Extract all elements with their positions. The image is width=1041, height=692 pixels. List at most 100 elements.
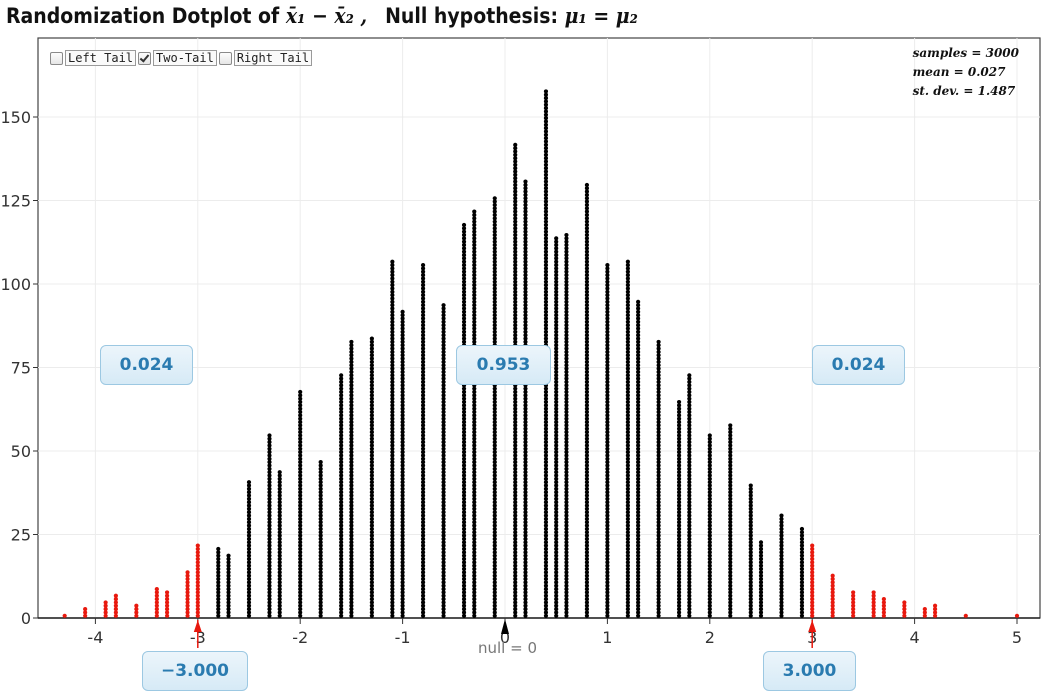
- left-tail-option[interactable]: Left Tail: [50, 50, 137, 66]
- dot: [687, 613, 692, 618]
- dot: [461, 419, 467, 425]
- dot: [369, 403, 374, 408]
- dot: [513, 399, 518, 405]
- two-tail-checkbox[interactable]: [138, 51, 152, 65]
- dot: [513, 329, 518, 334]
- dot: [605, 389, 610, 395]
- dot: [349, 486, 354, 491]
- dot: [584, 503, 590, 508]
- dot: [154, 603, 159, 608]
- dot: [461, 423, 467, 428]
- dot: [339, 373, 344, 378]
- dot: [676, 570, 682, 575]
- dot: [932, 603, 938, 608]
- dot: [472, 222, 477, 228]
- dot: [830, 593, 835, 598]
- dot: [830, 607, 835, 612]
- dot: [513, 289, 518, 294]
- dot: [636, 456, 641, 461]
- dot: [554, 607, 559, 612]
- dot: [420, 359, 426, 365]
- dot: [523, 546, 528, 552]
- dot: [687, 386, 692, 391]
- dot: [584, 506, 590, 512]
- dot: [472, 463, 477, 468]
- dot: [584, 586, 590, 592]
- dot: [748, 597, 753, 602]
- dot: [748, 563, 753, 568]
- dot: [1014, 613, 1020, 618]
- dot: [779, 613, 784, 618]
- dot: [369, 546, 374, 552]
- dot: [625, 416, 630, 421]
- dot: [625, 573, 630, 578]
- dot: [472, 273, 477, 278]
- dot: [881, 600, 886, 605]
- dot: [728, 520, 733, 525]
- dot: [779, 546, 784, 552]
- dot: [687, 446, 692, 451]
- dot: [472, 553, 477, 558]
- dot: [369, 443, 374, 448]
- dot: [513, 242, 518, 248]
- dot: [636, 503, 641, 508]
- right-tail-option[interactable]: Right Tail: [218, 50, 313, 66]
- dot: [492, 543, 497, 548]
- dot: [339, 580, 344, 585]
- two-tail-option[interactable]: Two-Tail: [138, 50, 217, 66]
- dot: [420, 546, 426, 552]
- dot: [339, 566, 344, 572]
- right-tail-proportion[interactable]: 0.024: [812, 345, 905, 385]
- dot: [932, 613, 938, 618]
- dot: [400, 486, 405, 491]
- dot: [676, 490, 682, 495]
- dot: [656, 430, 661, 435]
- middle-proportion[interactable]: 0.953: [456, 345, 551, 385]
- dot: [267, 510, 272, 515]
- dot: [584, 520, 590, 525]
- dot: [636, 359, 641, 365]
- dot: [400, 349, 405, 355]
- dot: [461, 333, 467, 338]
- dot: [369, 466, 374, 471]
- left-cutoff-value[interactable]: −3.000: [142, 651, 248, 691]
- right-cutoff-value[interactable]: 3.000: [763, 651, 856, 691]
- dot: [564, 232, 569, 238]
- dot: [390, 543, 395, 548]
- dot: [605, 396, 610, 401]
- dot: [492, 319, 497, 324]
- dot: [113, 593, 118, 598]
- dot: [339, 393, 344, 398]
- dot: [636, 366, 641, 371]
- dot: [564, 306, 569, 311]
- dot: [636, 369, 641, 375]
- dot: [554, 536, 559, 542]
- left-tail-proportion[interactable]: 0.024: [100, 345, 193, 385]
- left-tail-checkbox[interactable]: [50, 51, 63, 65]
- dot: [318, 463, 323, 468]
- dot: [748, 607, 753, 612]
- dot: [656, 403, 661, 408]
- dot: [400, 473, 405, 478]
- two-tail-label[interactable]: Two-Tail: [153, 50, 217, 66]
- right-tail-checkbox[interactable]: [218, 51, 232, 65]
- dot: [134, 613, 139, 618]
- dot: [687, 563, 692, 568]
- dot: [584, 580, 590, 585]
- dot: [349, 403, 354, 408]
- dot: [400, 393, 405, 398]
- dot: [636, 396, 641, 401]
- dot: [318, 516, 323, 522]
- dot: [226, 580, 231, 585]
- dot: [513, 406, 518, 411]
- dot: [748, 493, 753, 498]
- dot: [441, 600, 446, 605]
- right-tail-label[interactable]: Right Tail: [233, 50, 313, 66]
- dot: [584, 443, 590, 448]
- dot: [513, 146, 518, 151]
- dot: [390, 563, 395, 568]
- dot: [625, 436, 630, 441]
- dot: [810, 613, 815, 618]
- dot: [676, 399, 682, 405]
- left-tail-label[interactable]: Left Tail: [65, 50, 137, 66]
